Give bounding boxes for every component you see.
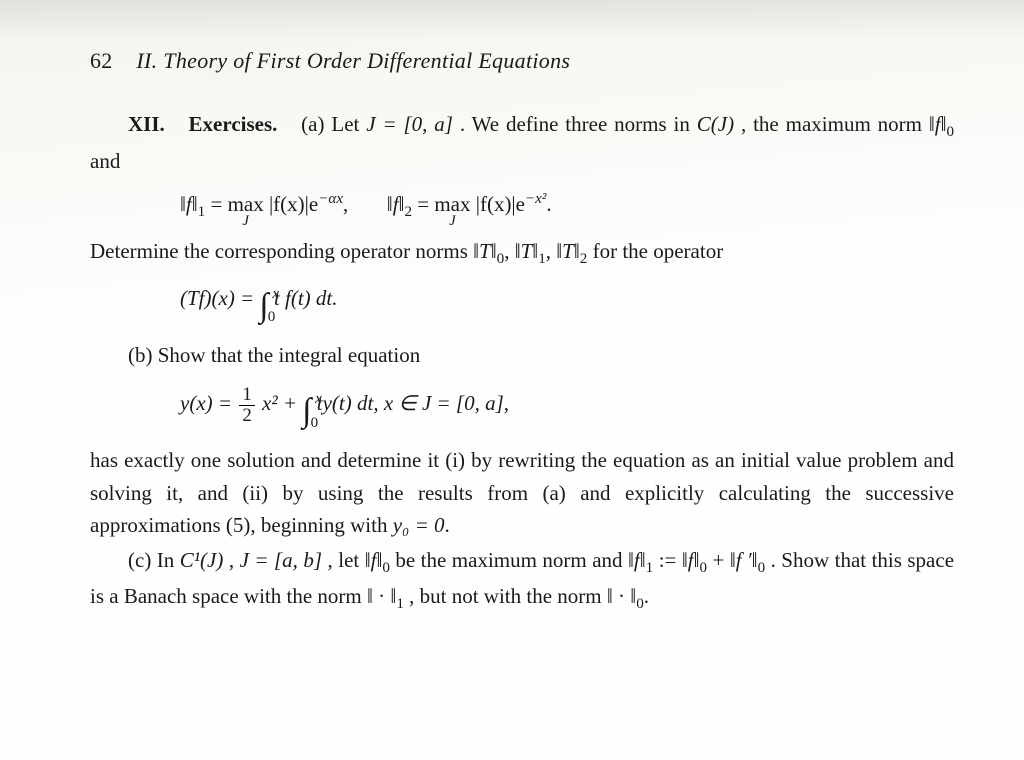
norm-symbol: f <box>180 192 198 216</box>
textbook-page: 62 II. Theory of First Order Differentia… <box>0 0 1024 760</box>
chapter-title: Theory of First Order Differential Equat… <box>163 48 570 73</box>
norm-symbol: · <box>607 584 636 608</box>
norm-symbol: T <box>556 239 580 263</box>
math-inline: C(J) <box>697 112 734 136</box>
norm-symbol: f ′ <box>730 548 758 572</box>
integral-equation: y(x) = 1 2 x² + ∫ 0 x ty(t) dt, x ∈ J = … <box>180 385 954 430</box>
text: In <box>157 548 180 572</box>
part-b-body: has exactly one solution and determine i… <box>90 444 954 542</box>
part-c-label: (c) <box>128 548 151 572</box>
exercise-roman: XII. <box>128 112 165 136</box>
part-b-intro: (b) Show that the integral equation <box>90 339 954 372</box>
part-c-body: (c) In C¹(J) , J = [a, b] , let f0 be th… <box>90 544 954 617</box>
fraction: 1 2 <box>239 385 254 426</box>
text: Let <box>331 112 366 136</box>
norm-symbol: f <box>387 192 405 216</box>
norm-symbol: f <box>628 548 646 572</box>
text: Determine the corresponding operator nor… <box>90 239 473 263</box>
norm-symbol: · <box>367 584 396 608</box>
operator-definition: (Tf)(x) = ∫ 0 x t f(t) dt. <box>180 286 954 325</box>
page-number: 62 <box>90 48 113 73</box>
norm-symbol: f <box>365 548 383 572</box>
text: and <box>90 149 120 173</box>
math-inline: J = [0, a] <box>366 112 453 136</box>
integral-icon: ∫ 0 x <box>259 287 268 325</box>
norm-symbol: f <box>929 112 947 136</box>
math-inline: C¹(J) <box>180 548 224 572</box>
integral-icon: ∫ 0 x <box>302 392 311 430</box>
part-b-label: (b) <box>128 343 153 367</box>
norm-symbol: f <box>682 548 700 572</box>
exercise-intro: XII. Exercises. (a) Let J = [0, a] . We … <box>90 108 954 177</box>
norm-symbol: T <box>515 239 539 263</box>
math-inline: y₀ = 0 <box>393 513 445 537</box>
text: has exactly one solution and determine i… <box>90 448 954 537</box>
norm-symbol: T <box>473 239 497 263</box>
exercise-label: Exercises. <box>189 112 278 136</box>
chapter-label: II. <box>136 48 157 73</box>
text: Show that the integral equation <box>158 343 420 367</box>
determine-line: Determine the corresponding operator nor… <box>90 235 954 272</box>
text: . We define three norms in <box>460 112 697 136</box>
norm-definitions: f1 = max J |f(x)|e−αx, f2 = max J |f(x)|… <box>180 191 954 221</box>
page-header: 62 II. Theory of First Order Differentia… <box>90 48 954 74</box>
part-a-label: (a) <box>301 112 324 136</box>
text: , the maximum norm <box>741 112 929 136</box>
text: for the operator <box>593 239 724 263</box>
math-inline: J = [a, b] <box>240 548 322 572</box>
